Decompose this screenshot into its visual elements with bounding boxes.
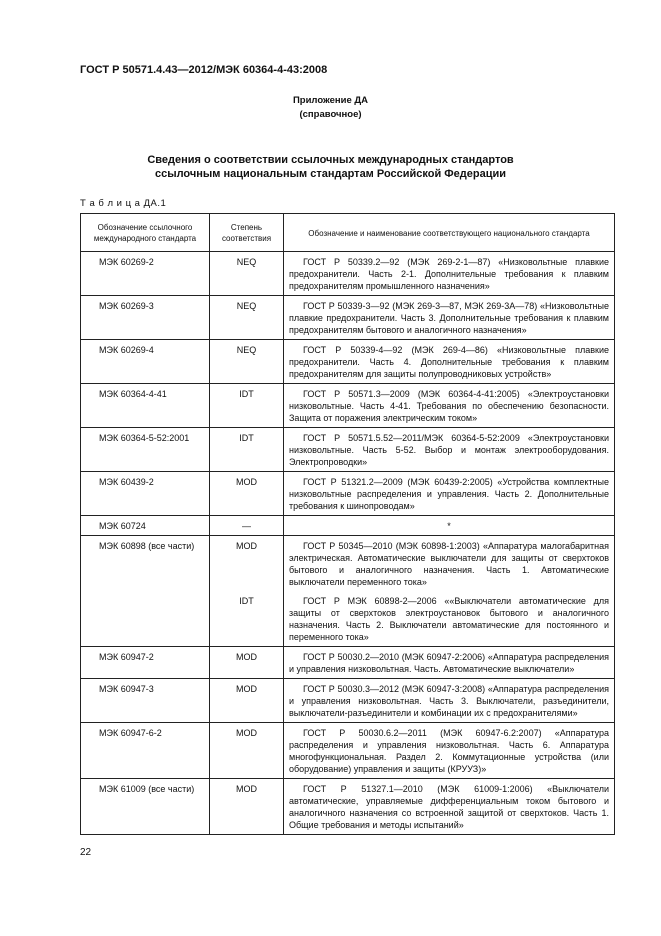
table-row: IDT ГОСТ Р МЭК 60898-2—2006 ««Выключатели… [81,591,615,647]
table-row: МЭК 60947-6-2 MOD ГОСТ Р 50030.6.2—2011 (М… [80,722,615,779]
table-row: МЭК 60439-2 MOD ГОСТ Р 51321.2—2009 (МЭК 6… [80,471,615,516]
standard-code: МЭК 60269-2 [80,251,210,296]
national-standard: ГОСТ Р МЭК 60898-2—2006 ««Выключатели ав… [283,591,615,647]
standard-code: МЭК 60947-2 [80,646,210,679]
conformity-degree: NEQ [209,339,284,384]
table-row: МЭК 60364-4-41 IDT ГОСТ Р 50571.3—2009 (МЭ… [80,383,615,428]
conformity-degree: MOD [209,722,284,779]
heading: ссылочным национальным стандартам Россий… [154,168,507,180]
header-row: Обозначение ссылочного международного ст… [80,213,615,252]
conformity-degree: IDT [209,427,284,472]
national-standard: ГОСТ Р 50571.3—2009 (МЭК 60364-4-41:2005… [283,383,615,428]
conformity-degree: MOD [209,678,284,723]
national-standard: ГОСТ Р 50339.2—92 (МЭК 269-2-1—87) «Низк… [283,251,615,296]
table-row: МЭК 60724— * [80,515,615,536]
standard-code: МЭК 60439-2 [80,471,210,516]
conformity-degree: MOD [209,535,284,591]
national-standard: ГОСТ Р 50345—2010 (МЭК 60898-1:2003) «Ап… [283,535,615,591]
table-row: МЭК 61009 (все части) MOD ГОСТ Р 51327.1—2… [80,778,615,835]
appendix-title: Приложение ДА [292,95,369,106]
conformity-degree: IDT [209,591,284,647]
national-standard: ГОСТ Р 51321.2—2009 (МЭК 60439-2:2005) «… [283,471,615,516]
column-header: Обозначение ссылочного международного ст… [80,213,210,252]
standard-code: МЭК 60364-4-41 [80,383,210,428]
column-header: Степень соответствия [209,213,284,252]
standard-code: МЭК 60947-6-2 [80,722,210,779]
national-standard: * [283,515,615,536]
standard-code: МЭК 61009 (все части) [80,778,210,835]
table-row: МЭК 60269-4 NEQ ГОСТ Р 50339-4—92 (МЭК 269… [80,339,615,384]
table-row: МЭК 60269-3 NEQ ГОСТ Р 50339-3—92 (МЭК 269… [80,295,615,340]
column-header: Обозначение и наименование соответствующ… [283,213,615,252]
standard-code: МЭК 60898 (все части) [80,535,210,647]
table-row: МЭК 60947-3 MOD ГОСТ Р 50030.3—2012 (МЭК 6… [80,678,615,723]
conformity-degree: MOD [209,778,284,835]
table-row: МЭК 60898 (все части) MOD ГОСТ Р 50345—201… [80,535,615,647]
table-row: МЭК 60269-2 NEQ ГОСТ Р 50339.2—92 (МЭК 269… [80,251,615,296]
national-standard: ГОСТ Р 50339-4—92 (МЭК 269-4—86) «Низков… [283,339,615,384]
conformity-degree: NEQ [209,251,284,296]
conformity-degree: NEQ [209,295,284,340]
appendix-subtitle: (справочное) [299,109,362,120]
heading: Сведения о соответствии ссылочных междун… [147,154,514,166]
conformity-degree: MOD [209,471,284,516]
national-standard: ГОСТ Р 50030.3—2012 (МЭК 60947-3:2008) «… [283,678,615,723]
national-standard: ГОСТ Р 51327.1—2010 (МЭК 61009-1:2006) «… [283,778,615,835]
doc-title: ГОСТ Р 50571.4.43—2012/МЭК 60364-4-43:20… [80,64,328,76]
standard-code: МЭК 60269-4 [80,339,210,384]
national-standard: ГОСТ Р 50571.5.52—2011/МЭК 60364-5-52:20… [283,427,615,472]
standard-code: МЭК 60947-3 [80,678,210,723]
national-standard: ГОСТ Р 50030.6.2—2011 (МЭК 60947-6.2:200… [283,722,615,779]
conformity-degree: IDT [209,383,284,428]
table-caption: Т а б л и ц а ДА.1 [80,198,167,209]
national-standard: ГОСТ Р 50030.2—2010 (МЭК 60947-2:2006) «… [283,646,615,679]
standard-code: МЭК 60724 [80,515,210,536]
standard-code: МЭК 60364-5-52:2001 [80,427,210,472]
standard-code: МЭК 60269-3 [80,295,210,340]
conformity-degree: — [209,515,284,536]
conformity-degree: MOD [209,646,284,679]
page-number: 22 [80,847,92,858]
table-row: МЭК 60364-5-52:2001 IDT ГОСТ Р 50571.5.52—… [80,427,615,472]
national-standard: ГОСТ Р 50339-3—92 (МЭК 269-3—87, МЭК 269… [283,295,615,340]
table-row: МЭК 60947-2 MOD ГОСТ Р 50030.2—2010 (МЭК 6… [80,646,615,679]
table: Обозначение ссылочного международного ст… [80,213,615,835]
